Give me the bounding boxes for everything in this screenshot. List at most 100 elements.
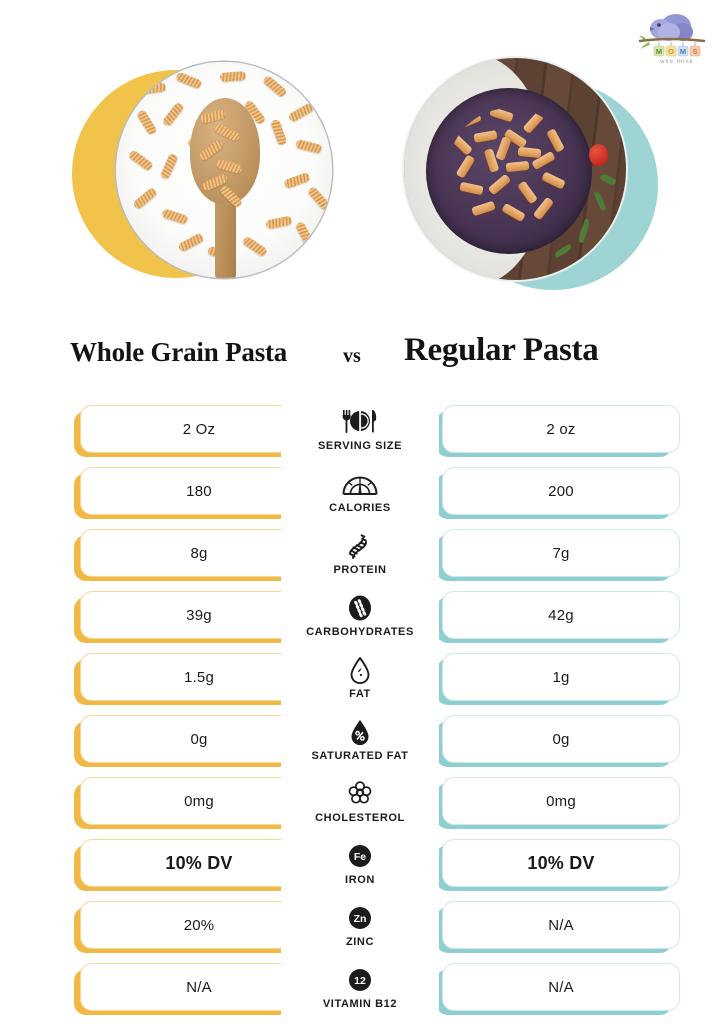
title-vs: vs xyxy=(343,345,361,367)
comparison-row: 8g 7g PROTEIN xyxy=(0,520,720,586)
left-value-pill[interactable]: 2 Oz xyxy=(80,405,318,453)
right-value-pill[interactable]: 7g xyxy=(442,529,680,577)
right-value: 1g xyxy=(552,668,570,686)
comparison-titles: Whole Grain Pasta vs Regular Pasta xyxy=(0,332,720,380)
nutrient-label: SERVING SIZE xyxy=(317,439,403,452)
logo-tagline: who think xyxy=(659,59,693,65)
comparison-row: 0mg 0mg CHOLESTEROL xyxy=(0,768,720,834)
left-value-pill[interactable]: 8g xyxy=(80,529,318,577)
title-right: Regular Pasta xyxy=(404,332,599,368)
nutrient-label: CHOLESTEROL xyxy=(315,811,405,824)
hero-images xyxy=(0,58,720,316)
right-value: 0g xyxy=(552,730,570,748)
comparison-row: 39g 42g CARBOHYDRATES xyxy=(0,582,720,648)
svg-text:Zn: Zn xyxy=(354,913,367,925)
right-value: N/A xyxy=(548,978,574,996)
nutrient-label: VITAMIN B12 xyxy=(322,997,398,1010)
right-value: 2 oz xyxy=(546,420,576,438)
svg-text:M: M xyxy=(680,47,686,56)
right-value-pill[interactable]: N/A xyxy=(442,963,680,1011)
comparison-row: 180 200 CALORIES xyxy=(0,458,720,524)
right-value: 42g xyxy=(548,606,574,624)
left-value: 0g xyxy=(190,730,208,748)
regular-pasta-plate xyxy=(404,58,626,280)
nutrient-label: CARBOHYDRATES xyxy=(306,625,414,638)
left-value: 39g xyxy=(186,606,212,624)
left-value-pill[interactable]: 0g xyxy=(80,715,318,763)
comparison-row: 10% DV 10% DV Fe IRON xyxy=(0,830,720,896)
svg-text:12: 12 xyxy=(354,975,366,987)
right-value-pill[interactable]: 1g xyxy=(442,653,680,701)
nutrient-label: FAT xyxy=(349,687,371,700)
right-value-pill[interactable]: 0mg xyxy=(442,777,680,825)
left-value: 8g xyxy=(190,544,208,562)
svg-text:Fe: Fe xyxy=(354,851,366,863)
nutrient-cell: PROTEIN xyxy=(281,520,439,586)
tomato xyxy=(589,144,608,166)
svg-text:O: O xyxy=(668,47,674,56)
plate-fork-knife-icon xyxy=(338,407,382,438)
regular-pasta-photo xyxy=(404,58,664,310)
right-value: 7g xyxy=(552,544,570,562)
right-value-pill[interactable]: 42g xyxy=(442,591,680,639)
iron-fe-icon: Fe xyxy=(347,841,373,872)
comparison-row: 0g 0g SATURATED FAT xyxy=(0,706,720,772)
right-value-pill[interactable]: 10% DV xyxy=(442,839,680,887)
left-value-pill[interactable]: 39g xyxy=(80,591,318,639)
nutrient-label: CALORIES xyxy=(329,501,391,514)
comparison-row: 20% N/A Zn ZINC xyxy=(0,892,720,958)
whole-grain-pasta-photo xyxy=(72,62,332,314)
right-value-pill[interactable]: 2 oz xyxy=(442,405,680,453)
nutrient-label: IRON xyxy=(345,873,375,886)
nutrient-cell: FAT xyxy=(281,644,439,710)
comparison-row: N/A N/A 12 VITAMIN B12 xyxy=(0,954,720,1020)
right-value: 200 xyxy=(548,482,574,500)
dna-helix-icon xyxy=(347,531,373,562)
right-value: N/A xyxy=(548,916,574,934)
left-value-pill[interactable]: 20% xyxy=(80,901,318,949)
nutrient-cell: Fe IRON xyxy=(281,830,439,896)
svg-text:M: M xyxy=(656,47,662,56)
letter-blocks: M O M S xyxy=(653,42,701,57)
left-value: 20% xyxy=(183,916,215,934)
vitamin-b12-icon: 12 xyxy=(347,965,373,996)
left-value-pill[interactable]: 10% DV xyxy=(80,839,318,887)
left-value: 180 xyxy=(186,482,212,500)
branch-icon xyxy=(638,35,706,49)
grain-circle-icon xyxy=(347,593,373,624)
bird-icon xyxy=(650,14,693,41)
right-value-pill[interactable]: 200 xyxy=(442,467,680,515)
nutrient-cell: CARBOHYDRATES xyxy=(281,582,439,648)
droplet-percent-icon xyxy=(349,717,371,748)
right-value: 10% DV xyxy=(527,852,595,873)
nutrient-cell: SERVING SIZE xyxy=(281,396,439,462)
left-value-pill[interactable]: 0mg xyxy=(80,777,318,825)
left-value-pill[interactable]: 180 xyxy=(80,467,318,515)
left-value: N/A xyxy=(186,978,212,996)
comparison-row: 2 Oz 2 oz SERVING SIZE xyxy=(0,396,720,462)
droplet-outline-icon xyxy=(349,655,371,686)
gauge-icon xyxy=(341,469,379,500)
penne-pile xyxy=(448,108,572,232)
comparison-row: 1.5g 1g FAT xyxy=(0,644,720,710)
nutrition-comparison-table: 2 Oz 2 oz SERVING SIZE 180 200 CALORIES 8g 7g xyxy=(0,396,720,1020)
nutrient-cell: SATURATED FAT xyxy=(281,706,439,772)
zinc-zn-icon: Zn xyxy=(347,903,373,934)
right-value-pill[interactable]: 0g xyxy=(442,715,680,763)
whole-grain-pasta-bowl xyxy=(116,62,332,278)
nutrient-label: SATURATED FAT xyxy=(311,749,409,762)
nutrient-cell: CHOLESTEROL xyxy=(281,768,439,834)
wooden-spoon-handle xyxy=(215,192,236,278)
left-value: 10% DV xyxy=(165,852,233,873)
left-value-pill[interactable]: N/A xyxy=(80,963,318,1011)
title-left: Whole Grain Pasta xyxy=(70,337,288,367)
right-value-pill[interactable]: N/A xyxy=(442,901,680,949)
nutrient-label: PROTEIN xyxy=(333,563,387,576)
moms-who-think-logo[interactable]: M O M S who think xyxy=(636,8,708,66)
nutrient-cell: 12 VITAMIN B12 xyxy=(281,954,439,1020)
left-value-pill[interactable]: 1.5g xyxy=(80,653,318,701)
left-value: 2 Oz xyxy=(182,420,216,438)
svg-text:S: S xyxy=(692,47,697,56)
right-value: 0mg xyxy=(546,792,576,810)
left-value: 0mg xyxy=(184,792,214,810)
